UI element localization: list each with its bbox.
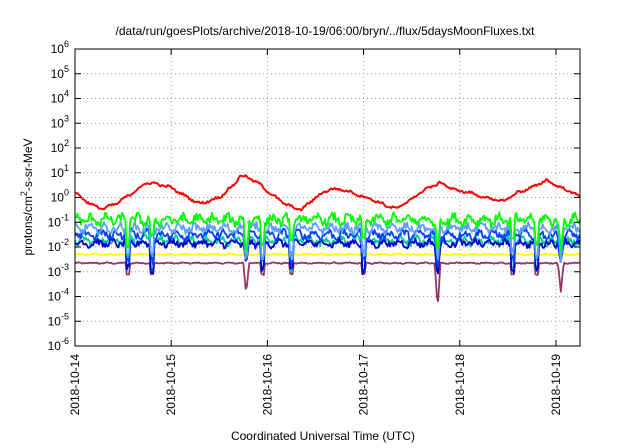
series-line [74, 233, 581, 275]
y-tick-label: 10-5 [48, 311, 69, 328]
y-tick-label: 104 [51, 89, 69, 106]
x-axis: 2018-10-14 2018-10-15 2018-10-16 2018-10-17… [68, 49, 563, 415]
y-tick-label: 10-4 [48, 287, 69, 304]
series-line [74, 227, 581, 268]
y-tick-label: 10-2 [48, 237, 69, 254]
x-tick-label: 2018-10-17 [357, 354, 371, 416]
y-tick-label: 103 [51, 113, 69, 130]
series-line [74, 252, 581, 257]
y-tick-label: 10-1 [48, 212, 69, 229]
series-line [74, 237, 581, 276]
x-tick-label: 2018-10-14 [68, 354, 82, 416]
x-tick-label: 2018-10-15 [164, 354, 178, 416]
series-line [74, 211, 581, 252]
x-axis-label: Coordinated Universal Time (UTC) [231, 429, 415, 443]
y-tick-label: 105 [51, 64, 69, 81]
y-tick-label: 10-6 [48, 336, 69, 353]
chart-title: /data/run/goesPlots/archive/2018-10-19/0… [116, 24, 536, 38]
series-layer [74, 174, 581, 303]
y-axis-label: protons/cm2-s-sr-MeV [19, 138, 35, 255]
series-line [74, 174, 581, 212]
series-line [74, 261, 581, 303]
x-tick-label: 2018-10-19 [549, 354, 563, 416]
x-tick-label: 2018-10-16 [260, 354, 274, 416]
grid [75, 49, 580, 346]
x-tick-label: 2018-10-18 [453, 354, 467, 416]
y-tick-label: 100 [51, 188, 69, 205]
y-tick-label: 101 [51, 163, 69, 180]
y-tick-label: 10-3 [48, 262, 69, 279]
y-tick-label: 106 [51, 39, 69, 56]
series-line [74, 220, 581, 263]
y-axis: 10-6 10-5 10-4 10-3 10-2 10-1 100 101 102 103 104 1… [48, 39, 580, 353]
y-tick-label: 102 [51, 138, 69, 155]
